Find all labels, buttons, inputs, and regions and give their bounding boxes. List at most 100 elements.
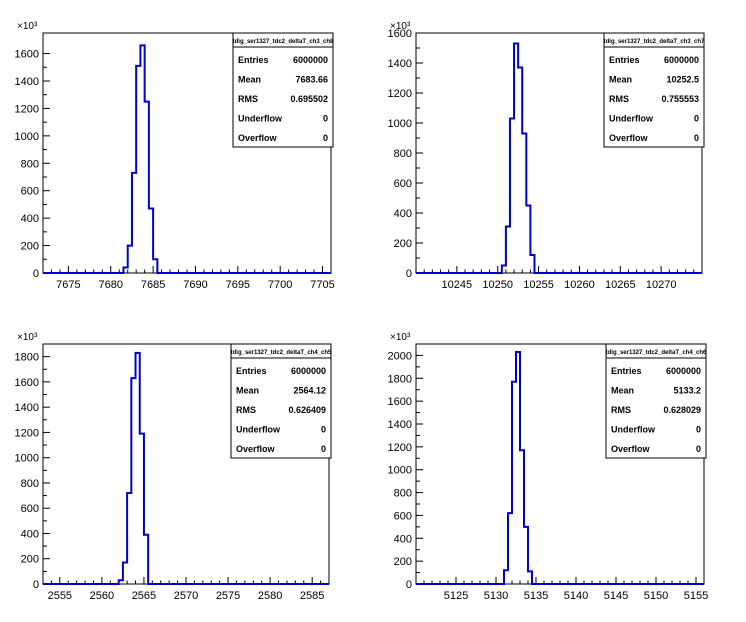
- histogram-bin: [516, 352, 520, 584]
- stats-key-overflow: Overflow: [611, 444, 651, 454]
- stats-value-entries: 6000000: [664, 55, 699, 65]
- histogram-bin: [136, 66, 140, 273]
- histogram-bin: [132, 173, 136, 273]
- histogram-bin: [518, 68, 522, 274]
- stats-value-overflow: 0: [694, 133, 699, 143]
- stats-value-overflow: 0: [321, 444, 326, 454]
- x-tick-label: 5150: [644, 590, 668, 602]
- histogram-series: [416, 42, 702, 274]
- y-exponent-label: ×10³: [17, 332, 38, 343]
- y-tick-label: 400: [21, 528, 39, 540]
- x-tick-label: 7680: [99, 279, 123, 291]
- histogram-bin: [520, 450, 524, 584]
- stats-key-rms: RMS: [236, 405, 256, 415]
- histogram-bin: [123, 268, 127, 273]
- y-tick-label: 0: [406, 579, 412, 591]
- y-tick-label: 1000: [388, 118, 412, 130]
- x-tick-label: 7690: [183, 279, 207, 291]
- y-tick-label: 1000: [15, 453, 39, 465]
- x-tick-label: 10255: [523, 279, 554, 291]
- stats-key-entries: Entries: [238, 55, 269, 65]
- x-tick-label: 7675: [56, 279, 80, 291]
- stats-key-mean: Mean: [609, 75, 632, 85]
- y-tick-label: 1400: [15, 402, 39, 414]
- y-tick-label: 1400: [388, 419, 412, 431]
- histogram-bin: [514, 44, 518, 274]
- x-tick-label: 5140: [564, 590, 588, 602]
- x-tick-label: 2555: [48, 590, 72, 602]
- y-tick-label: 1400: [15, 76, 39, 88]
- stats-box: [603, 32, 705, 148]
- histogram-bin: [136, 353, 140, 584]
- y-tick-label: 1200: [388, 442, 412, 454]
- y-tick-label: 400: [394, 533, 412, 545]
- histogram-bin: [131, 378, 135, 584]
- histogram-bin: [512, 382, 516, 584]
- histogram-bin: [149, 209, 153, 273]
- histogram-bin: [145, 102, 149, 273]
- histogram-bin: [140, 45, 144, 273]
- y-tick-label: 200: [21, 241, 39, 253]
- histogram-bin: [123, 563, 127, 584]
- x-tick-label: 10270: [646, 279, 677, 291]
- stats-title: tdig_ser1327_tdc2_deltaT_ch3_ch8: [233, 39, 334, 45]
- histogram-bin: [528, 571, 532, 584]
- stats-key-entries: Entries: [236, 366, 267, 376]
- y-tick-label: 200: [394, 238, 412, 250]
- y-exponent-label: ×10³: [17, 21, 38, 32]
- histogram-bin: [526, 206, 530, 274]
- y-tick-label: 1000: [15, 131, 39, 143]
- y-tick-label: 1200: [388, 88, 412, 100]
- stats-value-entries: 6000000: [291, 366, 326, 376]
- histogram-bin: [506, 227, 510, 274]
- y-tick-label: 800: [21, 158, 39, 170]
- stats-value-underflow: 0: [323, 114, 328, 124]
- y-tick-label: 400: [21, 213, 39, 225]
- histogram-panel-4: 0 200 400 600 800 1000 1200 1400 1600 1800 2000 ×10…: [388, 332, 709, 602]
- histogram-series: [43, 351, 329, 585]
- stats-value-underflow: 0: [321, 425, 326, 435]
- x-tick-label: 5155: [684, 590, 708, 602]
- y-tick-label: 1800: [15, 352, 39, 364]
- stats-key-rms: RMS: [609, 94, 629, 104]
- histogram-bin: [530, 255, 534, 273]
- y-tick-label: 1000: [388, 465, 412, 477]
- y-tick-label: 2000: [388, 350, 412, 362]
- stats-key-underflow: Underflow: [611, 425, 656, 435]
- stats-key-entries: Entries: [609, 55, 640, 65]
- x-tick-label: 5145: [604, 590, 628, 602]
- x-tick-label: 2580: [258, 590, 282, 602]
- histogram-panel-2: 0 200 400 600 800 1000 1200 1400 1600×10³ 10245 10…: [388, 21, 706, 291]
- histogram-bin: [127, 493, 131, 584]
- histogram-bin: [504, 570, 508, 584]
- y-tick-label: 1400: [388, 58, 412, 70]
- histogram-bin: [153, 259, 157, 273]
- y-tick-label: 600: [394, 510, 412, 522]
- y-tick-label: 200: [394, 556, 412, 568]
- stats-key-rms: RMS: [611, 405, 631, 415]
- stats-value-underflow: 0: [694, 114, 699, 124]
- stats-value-rms: 0.695502: [290, 94, 328, 104]
- x-tick-label: 10265: [605, 279, 636, 291]
- histogram-bin: [144, 535, 148, 584]
- stats-value-rms: 0.755553: [661, 94, 699, 104]
- x-tick-label: 5130: [484, 590, 508, 602]
- y-tick-label: 1800: [388, 373, 412, 385]
- y-tick-label: 600: [21, 503, 39, 515]
- histogram-series: [416, 351, 704, 585]
- x-tick-label: 7705: [310, 279, 334, 291]
- y-tick-label: 1600: [388, 396, 412, 408]
- x-tick-label: 2575: [216, 590, 240, 602]
- x-tick-label: 2570: [174, 590, 198, 602]
- stats-key-rms: RMS: [238, 94, 258, 104]
- y-exponent-label: ×10³: [390, 21, 411, 32]
- y-exponent-label: ×10³: [390, 332, 411, 343]
- stats-value-mean: 2564.12: [293, 386, 326, 396]
- stats-value-mean: 10252.5: [666, 75, 699, 85]
- stats-key-underflow: Underflow: [236, 425, 281, 435]
- histogram-bin: [510, 119, 514, 274]
- x-tick-label: 10260: [564, 279, 595, 291]
- y-tick-label: 400: [394, 208, 412, 220]
- stats-value-rms: 0.626409: [288, 405, 326, 415]
